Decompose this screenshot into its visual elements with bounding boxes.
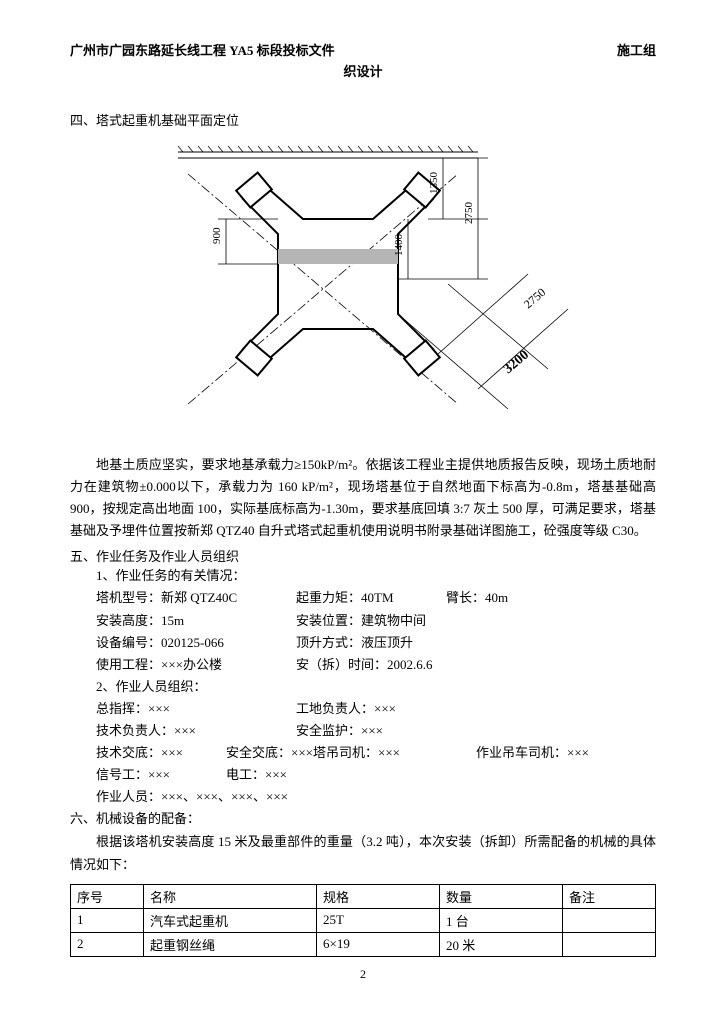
- safety-brief: 安全交底：×××塔吊司机：×××: [226, 742, 476, 764]
- th-name: 名称: [144, 884, 317, 908]
- paragraph-foundation: 地基土质应坚实，要求地基承载力≥150kP/m²。依据该工程业主提供地质报告反映…: [70, 454, 656, 542]
- install-pos: 安装位置：建筑物中间: [296, 610, 426, 632]
- electrician: 电工：×××: [226, 764, 287, 786]
- section5-sub1: 1、作业任务的有关情况：: [96, 565, 656, 587]
- cell: 20 米: [440, 932, 563, 956]
- site-lead: 工地负责人：×××: [296, 698, 396, 720]
- cell: 1 台: [440, 908, 563, 932]
- th-remark: 备注: [563, 884, 656, 908]
- cell: 汽车式起重机: [144, 908, 317, 932]
- th-qty: 数量: [440, 884, 563, 908]
- install-height: 安装高度：15m: [96, 610, 296, 632]
- moment: 起重力矩：40TM: [296, 587, 446, 609]
- table-row: 2 起重钢丝绳 6×19 20 米: [71, 932, 656, 956]
- signal: 信号工：×××: [96, 764, 226, 786]
- header-sub: 织设计: [70, 61, 656, 80]
- staff-info: 总指挥：××× 工地负责人：××× 技术负责人：××× 安全监护：××× 技术交…: [96, 698, 656, 808]
- section5-title: 五、作业任务及作业人员组织: [70, 546, 656, 565]
- arm: 臂长：40m: [446, 587, 508, 609]
- th-spec: 规格: [317, 884, 440, 908]
- table-row: 1 汽车式起重机 25T 1 台: [71, 908, 656, 932]
- date: 安（拆）时间：2002.6.6: [296, 654, 433, 676]
- foundation-diagram: 900 1350 2750 1400 2750 3200: [148, 144, 578, 434]
- cell: 起重钢丝绳: [144, 932, 317, 956]
- lift-method: 顶升方式：液压顶升: [296, 632, 413, 654]
- cell: 2: [71, 932, 144, 956]
- doc-header: 广州市广园东路延长线工程 YA5 标段投标文件 施工组: [70, 40, 656, 59]
- dim-900: 900: [211, 227, 223, 244]
- dim-2750b: 2750: [521, 285, 548, 311]
- section4-title: 四、塔式起重机基础平面定位: [70, 110, 656, 129]
- page: 广州市广园东路延长线工程 YA5 标段投标文件 施工组 织设计 四、塔式起重机基…: [0, 0, 726, 1012]
- dim-1350: 1350: [428, 172, 440, 195]
- cell: 1: [71, 908, 144, 932]
- header-right: 施工组: [617, 40, 656, 59]
- dim-1400: 1400: [393, 234, 405, 257]
- page-number: 2: [70, 967, 656, 982]
- crane-driver: 作业吊车司机：×××: [476, 742, 589, 764]
- cell: [563, 908, 656, 932]
- tech-brief: 技术交底：×××: [96, 742, 226, 764]
- center-slab: [278, 249, 398, 264]
- th-seq: 序号: [71, 884, 144, 908]
- task-info: 塔机型号：新郑 QTZ40C 起重力矩：40TM 臂长：40m 安装高度：15m…: [96, 587, 656, 675]
- tech-lead: 技术负责人：×××: [96, 720, 296, 742]
- cell: [563, 932, 656, 956]
- safety-watch: 安全监护：×××: [296, 720, 383, 742]
- cell: 25T: [317, 908, 440, 932]
- table-header-row: 序号 名称 规格 数量 备注: [71, 884, 656, 908]
- dim-3200: 3200: [501, 348, 532, 377]
- equipment-table: 序号 名称 规格 数量 备注 1 汽车式起重机 25T 1 台 2 起重钢丝绳 …: [70, 884, 656, 957]
- commander: 总指挥：×××: [96, 698, 296, 720]
- project: 使用工程：×××办公楼: [96, 654, 296, 676]
- section6-title: 六、机械设备的配备：: [70, 808, 656, 827]
- workers: 作业人员：×××、×××、×××、×××: [96, 786, 288, 808]
- section6-intro: 根据该塔机安装高度 15 米及最重部件的重量（3.2 吨），本次安装（拆卸）所需…: [70, 831, 656, 875]
- equip-no: 设备编号：020125-066: [96, 632, 296, 654]
- dim-2750a: 2750: [463, 202, 475, 225]
- header-left: 广州市广园东路延长线工程 YA5 标段投标文件: [70, 40, 335, 59]
- model: 塔机型号：新郑 QTZ40C: [96, 587, 296, 609]
- cell: 6×19: [317, 932, 440, 956]
- section5-sub2: 2、作业人员组织：: [96, 676, 656, 698]
